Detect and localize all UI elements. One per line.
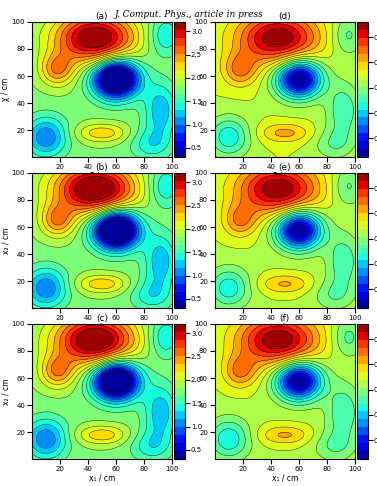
X-axis label: x₁ / cm: x₁ / cm <box>272 323 298 331</box>
X-axis label: ξ / cm: ξ / cm <box>273 172 296 181</box>
Title: (a): (a) <box>96 12 108 21</box>
Title: (d): (d) <box>279 12 291 21</box>
X-axis label: ξ / cm: ξ / cm <box>90 172 113 181</box>
Y-axis label: x₂ / cm: x₂ / cm <box>1 378 10 405</box>
X-axis label: x₁ / cm: x₁ / cm <box>89 473 115 483</box>
Title: (c): (c) <box>96 314 108 323</box>
Y-axis label: x₂ / cm: x₂ / cm <box>1 227 10 254</box>
X-axis label: x₁ / cm: x₁ / cm <box>89 323 115 331</box>
Y-axis label: χ / cm: χ / cm <box>1 78 10 101</box>
Text: J. Comput. Phys., article in press: J. Comput. Phys., article in press <box>114 10 263 19</box>
Title: (b): (b) <box>96 163 108 172</box>
Title: (f): (f) <box>280 314 290 323</box>
Title: (e): (e) <box>279 163 291 172</box>
X-axis label: x₁ / cm: x₁ / cm <box>272 473 298 483</box>
